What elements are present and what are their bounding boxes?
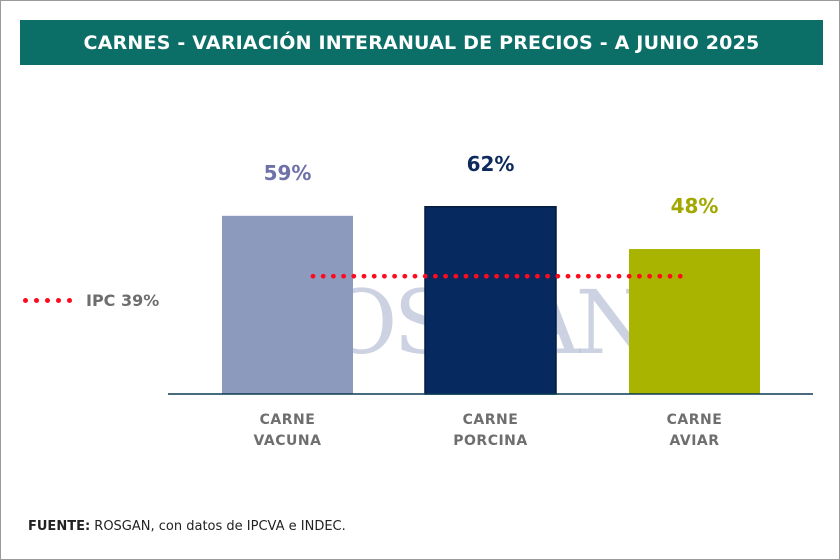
- ipc-dot: [647, 273, 652, 279]
- category-label-line: CARNE: [259, 412, 316, 428]
- legend-label: IPC 39%: [86, 291, 160, 310]
- ipc-dot: [524, 273, 530, 279]
- category-label: CARNE VACUNA: [208, 410, 368, 452]
- ipc-dot: [371, 273, 377, 279]
- ipc-dot: [473, 273, 479, 279]
- ipc-dot: [361, 273, 367, 279]
- ipc-dot: [412, 273, 418, 279]
- ipc-dot: [320, 273, 326, 279]
- category-label-line: CARNE: [666, 412, 723, 428]
- ipc-dot: [433, 273, 438, 279]
- ipc-dot: [545, 273, 550, 279]
- ipc-dot: [555, 273, 561, 279]
- source-note: FUENTE: ROSGAN, con datos de IPCVA e IND…: [28, 519, 346, 534]
- ipc-dot: [310, 273, 316, 279]
- ipc-dot: [596, 273, 601, 279]
- ipc-dot: [586, 273, 591, 279]
- ipc-dot: [382, 273, 387, 279]
- category-label-line: PORCINA: [453, 433, 528, 449]
- ipc-dot: [626, 273, 632, 279]
- category-label-line: VACUNA: [253, 433, 322, 449]
- category-label: CARNE PORCINA: [411, 410, 571, 452]
- bar-porcina: [424, 206, 557, 395]
- source-text: ROSGAN, con datos de IPCVA e INDEC.: [90, 519, 346, 534]
- ipc-dot: [504, 273, 510, 279]
- ipc-dot: [667, 273, 673, 279]
- ipc-dot: [514, 273, 520, 279]
- chart-title: CARNES - VARIACIÓN INTERANUAL DE PRECIOS…: [20, 20, 823, 65]
- ipc-dot: [657, 273, 663, 279]
- ipc-dot: [484, 273, 489, 279]
- data-label: 62%: [466, 151, 515, 176]
- ipc-dot: [606, 273, 612, 279]
- ipc-dot: [351, 273, 357, 279]
- ipc-reference-line: [310, 273, 683, 279]
- data-label: 48%: [670, 194, 719, 219]
- ipc-dot: [422, 273, 428, 279]
- ipc-dot: [637, 273, 642, 279]
- ipc-dot: [402, 273, 408, 279]
- legend: IPC 39%: [23, 291, 159, 310]
- ipc-dot: [331, 273, 336, 279]
- ipc-dot: [565, 273, 571, 279]
- ipc-dot: [443, 273, 448, 279]
- source-label: FUENTE:: [28, 519, 91, 534]
- category-label: CARNE AVIAR: [615, 410, 775, 452]
- legend-dotted-line-icon: [23, 298, 72, 303]
- ipc-dot: [463, 273, 469, 279]
- ipc-dot: [494, 273, 499, 279]
- bar-vacuna: [222, 215, 353, 394]
- bar-aviar: [629, 249, 760, 394]
- ipc-dot: [575, 273, 581, 279]
- ipc-dot: [535, 273, 540, 279]
- data-label: 59%: [263, 160, 312, 185]
- category-label-line: AVIAR: [669, 433, 720, 449]
- ipc-dot: [453, 273, 459, 279]
- ipc-dot: [677, 273, 683, 279]
- ipc-dot: [392, 273, 397, 279]
- ipc-dot: [341, 273, 346, 279]
- category-label-line: CARNE: [462, 412, 519, 428]
- ipc-dot: [616, 273, 622, 279]
